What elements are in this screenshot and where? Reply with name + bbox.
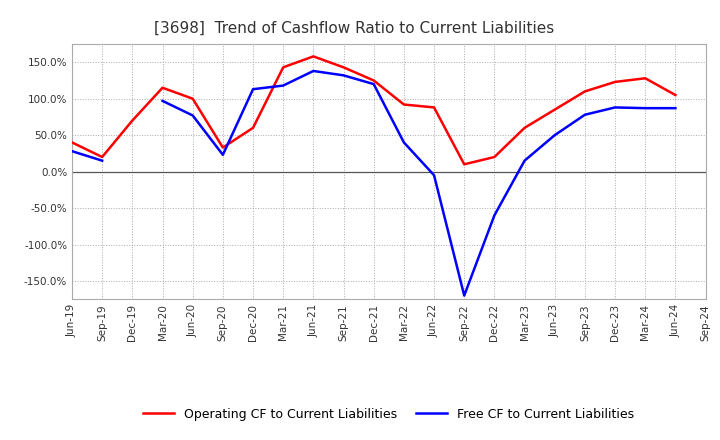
Free CF to Current Liabilities	[611, 105, 619, 110]
Free CF to Current Liabilities	[339, 73, 348, 78]
Free CF to Current Liabilities	[671, 106, 680, 111]
Operating CF to Current Liabilities	[580, 89, 589, 94]
Operating CF to Current Liabilities	[641, 76, 649, 81]
Free CF to Current Liabilities	[158, 98, 167, 103]
Free CF to Current Liabilities	[248, 87, 257, 92]
Free CF to Current Liabilities	[400, 140, 408, 145]
Operating CF to Current Liabilities	[611, 79, 619, 84]
Legend: Operating CF to Current Liabilities, Free CF to Current Liabilities: Operating CF to Current Liabilities, Fre…	[138, 403, 639, 425]
Free CF to Current Liabilities	[98, 158, 107, 163]
Free CF to Current Liabilities	[460, 293, 469, 298]
Operating CF to Current Liabilities	[219, 145, 228, 150]
Operating CF to Current Liabilities	[158, 85, 167, 90]
Operating CF to Current Liabilities	[400, 102, 408, 107]
Free CF to Current Liabilities	[68, 149, 76, 154]
Free CF to Current Liabilities	[521, 158, 529, 163]
Operating CF to Current Liabilities	[521, 125, 529, 131]
Free CF to Current Liabilities	[189, 113, 197, 118]
Operating CF to Current Liabilities	[128, 118, 137, 123]
Line: Operating CF to Current Liabilities: Operating CF to Current Liabilities	[72, 56, 675, 164]
Operating CF to Current Liabilities	[309, 54, 318, 59]
Operating CF to Current Liabilities	[550, 107, 559, 112]
Operating CF to Current Liabilities	[279, 65, 287, 70]
Free CF to Current Liabilities	[219, 152, 228, 158]
Operating CF to Current Liabilities	[490, 154, 499, 160]
Free CF to Current Liabilities	[309, 68, 318, 73]
Free CF to Current Liabilities	[641, 106, 649, 111]
Free CF to Current Liabilities	[550, 132, 559, 138]
Operating CF to Current Liabilities	[339, 65, 348, 70]
Operating CF to Current Liabilities	[98, 154, 107, 160]
Operating CF to Current Liabilities	[430, 105, 438, 110]
Operating CF to Current Liabilities	[68, 140, 76, 145]
Operating CF to Current Liabilities	[189, 96, 197, 101]
Free CF to Current Liabilities	[369, 81, 378, 87]
Line: Free CF to Current Liabilities: Free CF to Current Liabilities	[72, 71, 675, 296]
Operating CF to Current Liabilities	[369, 78, 378, 83]
Text: [3698]  Trend of Cashflow Ratio to Current Liabilities: [3698] Trend of Cashflow Ratio to Curren…	[154, 21, 554, 36]
Operating CF to Current Liabilities	[460, 161, 469, 167]
Free CF to Current Liabilities	[279, 83, 287, 88]
Operating CF to Current Liabilities	[248, 125, 257, 131]
Operating CF to Current Liabilities	[671, 92, 680, 98]
Free CF to Current Liabilities	[490, 213, 499, 218]
Free CF to Current Liabilities	[430, 172, 438, 178]
Free CF to Current Liabilities	[580, 112, 589, 117]
